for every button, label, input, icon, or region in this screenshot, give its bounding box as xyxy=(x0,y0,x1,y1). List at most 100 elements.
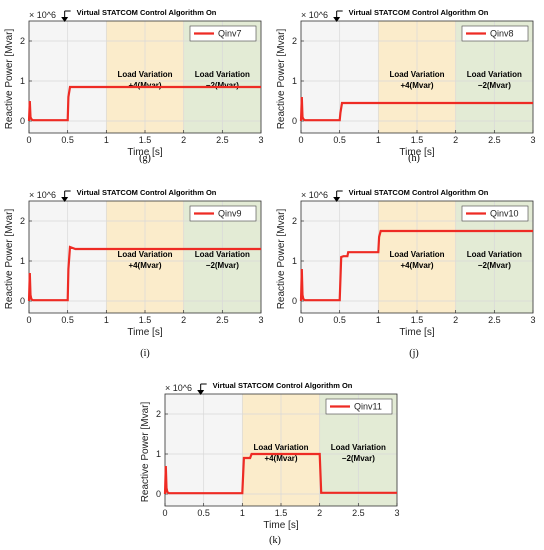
y-tick-label: 2 xyxy=(20,36,25,46)
region-label-title: Load Variation xyxy=(467,70,522,79)
x-tick-label: 3 xyxy=(530,315,535,325)
x-tick-label: 3 xyxy=(258,135,263,145)
legend: Qinv11 xyxy=(325,398,393,415)
arrow-down-icon xyxy=(61,190,71,202)
chart-panel-3: Load Variation +4(Mvar) Load Variation −2(M… xyxy=(4,188,264,359)
arrow-down-icon xyxy=(61,10,71,22)
arrow-down-icon xyxy=(333,10,343,22)
x-axis-label: Time [s] xyxy=(127,147,162,158)
y-tick-label: 1 xyxy=(20,76,25,86)
region-label-title: Load Variation xyxy=(195,250,250,259)
y-exponent-label: × 10^6 xyxy=(29,190,56,200)
region-label-title: Load Variation xyxy=(389,250,444,259)
legend-entry: Qinv9 xyxy=(218,209,242,219)
x-tick-label: 2 xyxy=(181,315,186,325)
control-annotation: Virtual STATCOM Control Algorithm On xyxy=(77,8,217,17)
x-tick-label: 1.5 xyxy=(275,508,288,518)
x-axis-label: Time [s] xyxy=(127,327,162,338)
region-label-value: −2(Mvar) xyxy=(478,261,511,270)
chart-panel-5: Load Variation +4(Mvar) Load Variation −2(M… xyxy=(140,381,400,546)
series-line-qinv10 xyxy=(299,229,533,302)
legend: Qinv7 xyxy=(189,25,257,42)
x-tick-label: 0.5 xyxy=(61,135,74,145)
y-tick-label: 0 xyxy=(20,116,25,126)
chart-panel-4: Load Variation +4(Mvar) Load Variation −2(M… xyxy=(276,188,536,359)
y-exponent-label: × 10^6 xyxy=(29,10,56,20)
x-tick-label: 0.5 xyxy=(333,135,346,145)
y-axis-label: Reactive Power [Mvar] xyxy=(4,208,15,309)
x-tick-label: 2 xyxy=(453,315,458,325)
legend-entry: Qinv8 xyxy=(490,29,514,39)
region-label-title: Load Variation xyxy=(195,70,250,79)
region-label-title: Load Variation xyxy=(253,443,308,452)
x-tick-label: 0 xyxy=(26,135,31,145)
x-tick-label: 1 xyxy=(104,315,109,325)
region-label-title: Load Variation xyxy=(389,70,444,79)
y-exponent-label: × 10^6 xyxy=(165,383,192,393)
x-axis-label: Time [s] xyxy=(263,520,298,531)
y-axis-label: Reactive Power [Mvar] xyxy=(140,401,151,502)
region-label-title: Load Variation xyxy=(117,250,172,259)
x-tick-label: 2.5 xyxy=(488,135,501,145)
panel-caption: (k) xyxy=(269,535,281,546)
y-tick-label: 0 xyxy=(20,296,25,306)
region-label-value: −2(Mvar) xyxy=(206,261,239,270)
panel-caption: (j) xyxy=(409,348,418,359)
legend: Qinv10 xyxy=(461,205,529,222)
y-axis-label: Reactive Power [Mvar] xyxy=(276,208,287,309)
x-tick-label: 0.5 xyxy=(333,315,346,325)
chart-panel-1: Load Variation +4(Mvar) Load Variation −2(M… xyxy=(4,8,264,164)
series-line-qinv7 xyxy=(27,85,261,122)
legend: Qinv8 xyxy=(461,25,529,42)
x-tick-label: 2 xyxy=(317,508,322,518)
legend: Qinv9 xyxy=(189,205,257,222)
x-tick-label: 1 xyxy=(240,508,245,518)
legend-entry: Qinv10 xyxy=(490,209,519,219)
control-annotation: Virtual STATCOM Control Algorithm On xyxy=(349,188,489,197)
x-tick-label: 1.5 xyxy=(411,315,424,325)
x-tick-label: 2.5 xyxy=(488,315,501,325)
region-label-title: Load Variation xyxy=(331,443,386,452)
x-tick-label: 2 xyxy=(181,135,186,145)
series-line-qinv11 xyxy=(163,452,397,495)
region-label-value: +4(Mvar) xyxy=(400,261,433,270)
region-label-value: −2(Mvar) xyxy=(342,454,375,463)
legend-box xyxy=(189,205,257,222)
legend-box xyxy=(189,25,257,42)
chart-panel-2: Load Variation +4(Mvar) Load Variation −2(M… xyxy=(276,8,536,164)
region-label-value: +4(Mvar) xyxy=(264,454,297,463)
y-tick-label: 1 xyxy=(292,256,297,266)
arrow-down-icon xyxy=(333,190,343,202)
y-exponent-label: × 10^6 xyxy=(301,10,328,20)
x-tick-label: 2.5 xyxy=(216,315,229,325)
region-label-value: −2(Mvar) xyxy=(478,81,511,90)
region-label-title: Load Variation xyxy=(117,70,172,79)
control-annotation: Virtual STATCOM Control Algorithm On xyxy=(213,381,353,390)
x-axis-label: Time [s] xyxy=(399,147,434,158)
region-label-value: −2(Mvar) xyxy=(206,81,239,90)
legend-entry: Qinv7 xyxy=(218,29,242,39)
y-tick-label: 1 xyxy=(20,256,25,266)
x-tick-label: 1 xyxy=(376,315,381,325)
arrow-down-icon xyxy=(197,383,207,395)
y-tick-label: 2 xyxy=(20,216,25,226)
x-tick-label: 2.5 xyxy=(216,135,229,145)
x-tick-label: 1 xyxy=(376,135,381,145)
x-tick-label: 1.5 xyxy=(139,135,152,145)
y-axis-label: Reactive Power [Mvar] xyxy=(276,28,287,129)
x-tick-label: 2.5 xyxy=(352,508,365,518)
y-tick-label: 0 xyxy=(156,489,161,499)
x-tick-label: 0.5 xyxy=(61,315,74,325)
y-tick-label: 1 xyxy=(292,76,297,86)
x-tick-label: 2 xyxy=(453,135,458,145)
control-annotation: Virtual STATCOM Control Algorithm On xyxy=(349,8,489,17)
panel-caption: (i) xyxy=(140,348,149,359)
panel-caption: (g) xyxy=(139,153,151,164)
region-label-value: +4(Mvar) xyxy=(128,261,161,270)
y-exponent-label: × 10^6 xyxy=(301,190,328,200)
control-annotation: Virtual STATCOM Control Algorithm On xyxy=(77,188,217,197)
x-tick-label: 0.5 xyxy=(197,508,210,518)
y-tick-label: 2 xyxy=(156,409,161,419)
x-tick-label: 3 xyxy=(394,508,399,518)
x-tick-label: 3 xyxy=(258,315,263,325)
